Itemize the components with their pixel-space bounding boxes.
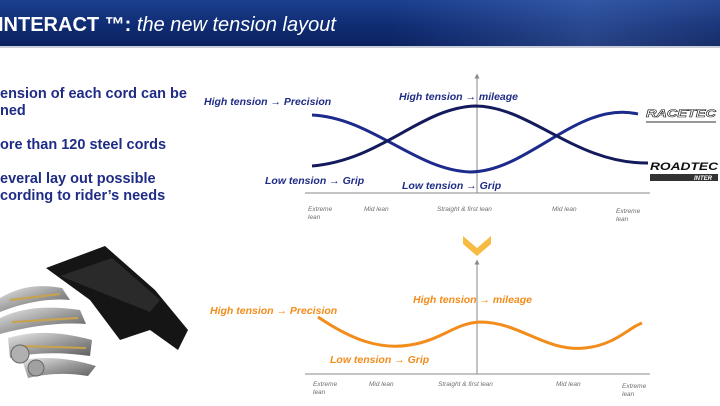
top-tick-label: Mid lean bbox=[552, 206, 577, 213]
racetec-curve bbox=[311, 110, 639, 174]
title-italic: the new tension layout bbox=[131, 14, 336, 36]
top-tick-label: Straight & first lean bbox=[437, 206, 492, 213]
bullet-item: everal lay out possible cording to rider… bbox=[0, 171, 166, 204]
bottom-label-low-grip: Low tension → Grip bbox=[330, 354, 430, 366]
bottom-tick-label: Mid lean bbox=[556, 381, 581, 388]
bottom-tick-label: Mid lean bbox=[369, 381, 394, 388]
bottom-tick-label: Extreme lean bbox=[622, 383, 647, 398]
bottom-label-high-mileage: High tension → mileage bbox=[413, 294, 533, 306]
racetec-logo: RACETEC bbox=[646, 108, 718, 123]
top-label-high-mileage: High tension → mileage bbox=[399, 91, 519, 103]
top-label-low-grip-center: Low tension → Grip bbox=[402, 180, 502, 192]
title-bold: INTERACT ™: bbox=[0, 14, 132, 36]
bullet-item: ension of each cord can be ned bbox=[0, 86, 187, 119]
header-bar: INTERACT ™: the new tension layout bbox=[0, 0, 720, 48]
bullet-item: ore than 120 steel cords bbox=[0, 137, 167, 153]
top-label-low-grip-left: Low tension → Grip bbox=[265, 175, 365, 187]
bottom-label-high-precision: High tension → Precision bbox=[210, 305, 338, 317]
roadtec-logo: ROADTEC INTER bbox=[650, 161, 719, 182]
top-tick-label: Mid lean bbox=[364, 206, 389, 213]
roadtec-curve bbox=[311, 104, 649, 168]
top-tick-label: Extreme lean bbox=[616, 208, 641, 223]
interact-curve bbox=[317, 315, 643, 350]
bullet-list: ension of each cord can be ned ore than … bbox=[0, 86, 200, 222]
svg-text:ROADTEC: ROADTEC bbox=[650, 161, 719, 173]
bottom-tick-label: Extreme lean bbox=[313, 381, 338, 396]
slide-title: INTERACT ™: the new tension layout bbox=[0, 14, 336, 37]
top-label-high-precision: High tension → Precision bbox=[204, 96, 332, 108]
chevron-down-icon bbox=[463, 236, 491, 256]
svg-text:RACETEC: RACETEC bbox=[646, 108, 717, 120]
bottom-tick-label: Straight & first lean bbox=[438, 381, 493, 388]
top-tick-label: Extreme lean bbox=[308, 206, 333, 221]
steel-cord-illustration bbox=[0, 246, 188, 378]
svg-text:INTER: INTER bbox=[694, 176, 713, 182]
header-glow bbox=[390, 0, 720, 46]
